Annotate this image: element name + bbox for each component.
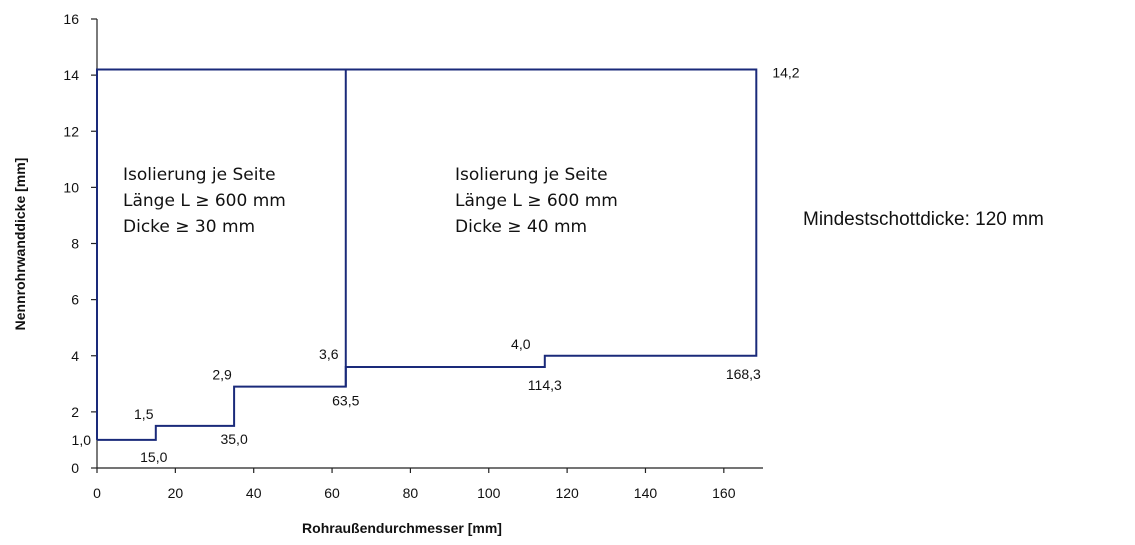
region-right-line-3: Dicke ≥ 40 mm [455,217,587,237]
region-right-line-1: Isolierung je Seite [455,165,608,185]
y-tick-label: 6 [71,292,79,308]
x-tick-label: 20 [168,485,184,501]
value-label: 15,0 [140,449,167,465]
region-left-line-2: Länge L ≥ 600 mm [123,191,286,211]
x-tick-label: 40 [246,485,262,501]
axes [96,19,763,469]
y-tick-label: 12 [63,123,79,139]
x-tick-label: 100 [477,485,501,501]
y-tick-label: 0 [71,460,79,476]
boundary-line [96,68,758,441]
y-tick-label: 8 [71,236,79,252]
y-tick-label: 4 [71,348,79,364]
region-left-line-1: Isolierung je Seite [123,165,276,185]
value-label: 3,6 [319,346,339,362]
value-label: 1,0 [72,432,92,448]
value-label: 4,0 [511,336,531,352]
side-note: Mindestschottdicke: 120 mm [803,209,1044,230]
y-tick-label: 2 [71,404,79,420]
axis-tick-labels: 0 20 40 60 80 100 120 140 160 0 2 4 6 8 10 12 14 16 [63,11,735,501]
value-label: 2,9 [212,367,232,383]
x-tick-label: 0 [93,485,101,501]
value-label: 14,2 [772,65,799,81]
y-tick-label: 16 [63,11,79,27]
value-label: 114,3 [528,377,562,393]
x-axis-title: Rohraußendurchmesser [mm] [302,520,502,536]
x-tick-label: 160 [712,485,736,501]
value-label: 1,5 [134,406,154,422]
region-left-line-3: Dicke ≥ 30 mm [123,217,255,237]
axis-ticks [91,18,725,473]
y-tick-label: 10 [63,179,79,195]
value-label: 35,0 [220,431,247,447]
region-left-label: Isolierung je Seite Länge L ≥ 600 mm Dic… [123,165,291,237]
y-axis-title: Nennrohrwanddicke [mm] [12,158,28,331]
value-label: 63,5 [332,393,359,409]
y-tick-label: 14 [63,67,79,83]
region-right-line-2: Länge L ≥ 600 mm [455,191,618,211]
x-tick-label: 60 [324,485,340,501]
x-tick-label: 140 [634,485,658,501]
value-labels: 1,0 15,0 1,5 35,0 2,9 63,5 3,6 114,3 4,0 168,3 14,… [72,65,800,465]
value-label: 168,3 [726,366,761,382]
x-tick-label: 80 [403,485,419,501]
x-tick-label: 120 [555,485,579,501]
region-right-label: Isolierung je Seite Länge L ≥ 600 mm Dic… [455,165,623,237]
